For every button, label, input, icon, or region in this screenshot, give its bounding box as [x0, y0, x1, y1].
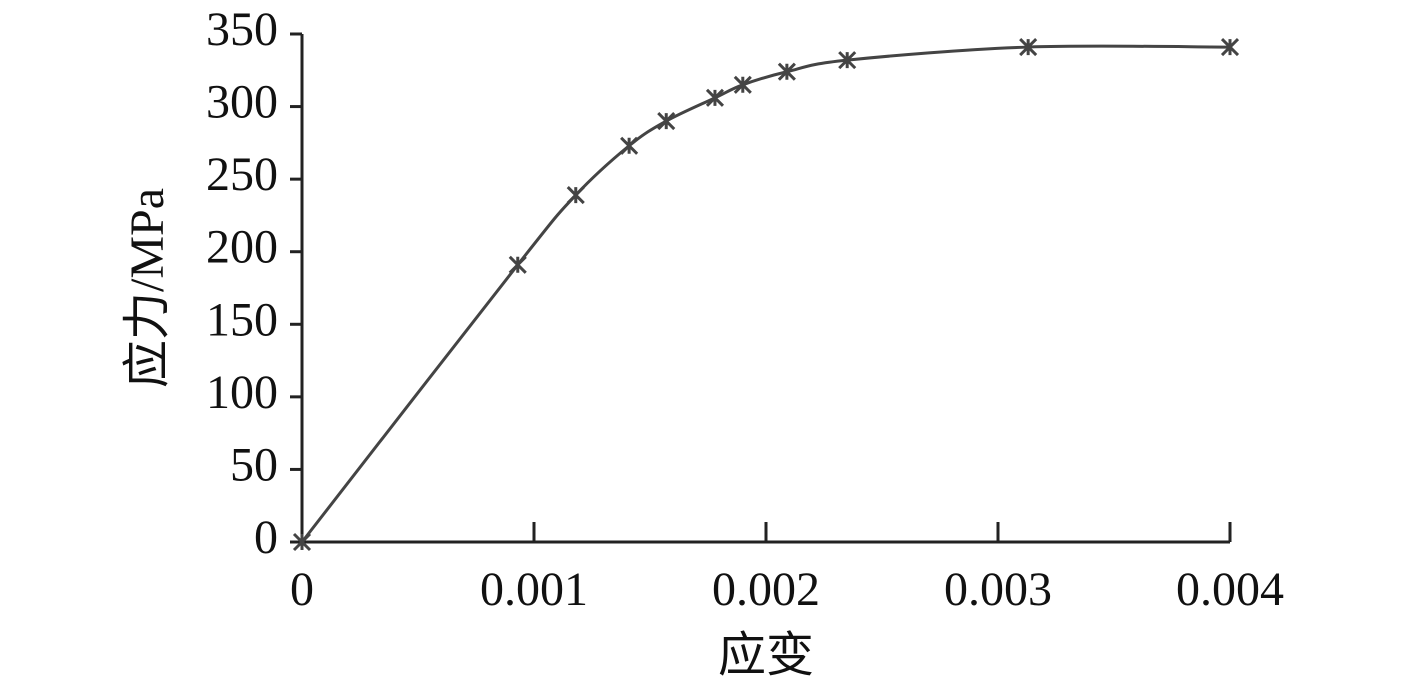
- x-tick-label: 0: [290, 563, 314, 616]
- y-tick-label: 300: [206, 76, 278, 129]
- point-marker: [657, 112, 676, 131]
- point-marker: [777, 62, 796, 81]
- series-line: [300, 44, 1231, 543]
- y-tick-label: 150: [206, 293, 278, 346]
- y-tick-label: 0: [254, 511, 278, 564]
- point-marker: [1220, 38, 1240, 57]
- x-axis-label: 应变: [718, 629, 814, 682]
- y-tick-label: 50: [230, 438, 278, 491]
- y-axis-label: 应力/MPa: [121, 188, 174, 388]
- y-tick-label: 350: [206, 3, 278, 56]
- point-marker: [1019, 38, 1038, 57]
- point-marker: [705, 88, 725, 107]
- x-tick-label: 0.001: [480, 563, 588, 616]
- point-marker: [620, 136, 639, 155]
- x-tick-label: 0.002: [712, 563, 820, 616]
- y-tick-label: 250: [206, 148, 278, 201]
- point-marker: [838, 51, 857, 70]
- point-marker: [566, 186, 585, 205]
- x-tick-label: 0.003: [944, 563, 1052, 616]
- point-marker: [508, 255, 527, 274]
- point-marker: [292, 532, 312, 552]
- point-marker: [733, 75, 752, 94]
- y-tick-label: 200: [206, 221, 278, 274]
- y-tick-label: 100: [206, 366, 278, 419]
- x-tick-label: 0.004: [1176, 563, 1284, 616]
